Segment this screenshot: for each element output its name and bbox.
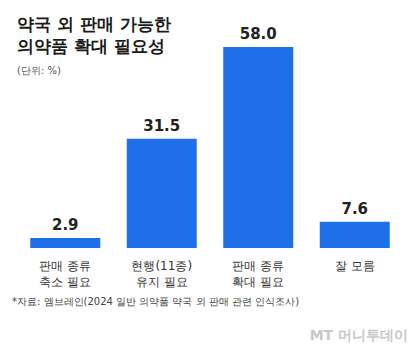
svg-text:판매 종류: 판매 종류 (232, 259, 284, 273)
svg-text:의약품 확대 필요성: 의약품 확대 필요성 (17, 36, 165, 56)
svg-text:확대 필요: 확대 필요 (232, 275, 284, 289)
svg-text:현행(11종): 현행(11종) (131, 259, 192, 273)
svg-text:판매 종류: 판매 종류 (39, 259, 91, 273)
svg-text:(단위: %): (단위: %) (17, 65, 61, 76)
svg-text:유지 필요: 유지 필요 (136, 275, 188, 289)
svg-text:31.5: 31.5 (143, 117, 180, 135)
svg-text:58.0: 58.0 (240, 25, 277, 43)
svg-text:잘 모름: 잘 모름 (335, 259, 375, 273)
svg-text:7.6: 7.6 (341, 200, 368, 218)
svg-text:MT 머니투데이: MT 머니투데이 (310, 327, 408, 343)
svg-text:2.9: 2.9 (52, 216, 79, 234)
svg-text:약국 외 판매 가능한: 약국 외 판매 가능한 (17, 14, 171, 34)
svg-text:*자료: 엠브레인(2024 일반 의약품 약국 외 판매: *자료: 엠브레인(2024 일반 의약품 약국 외 판매 관련 인식조사) (12, 296, 299, 307)
svg-text:축소 필요: 축소 필요 (39, 275, 91, 289)
